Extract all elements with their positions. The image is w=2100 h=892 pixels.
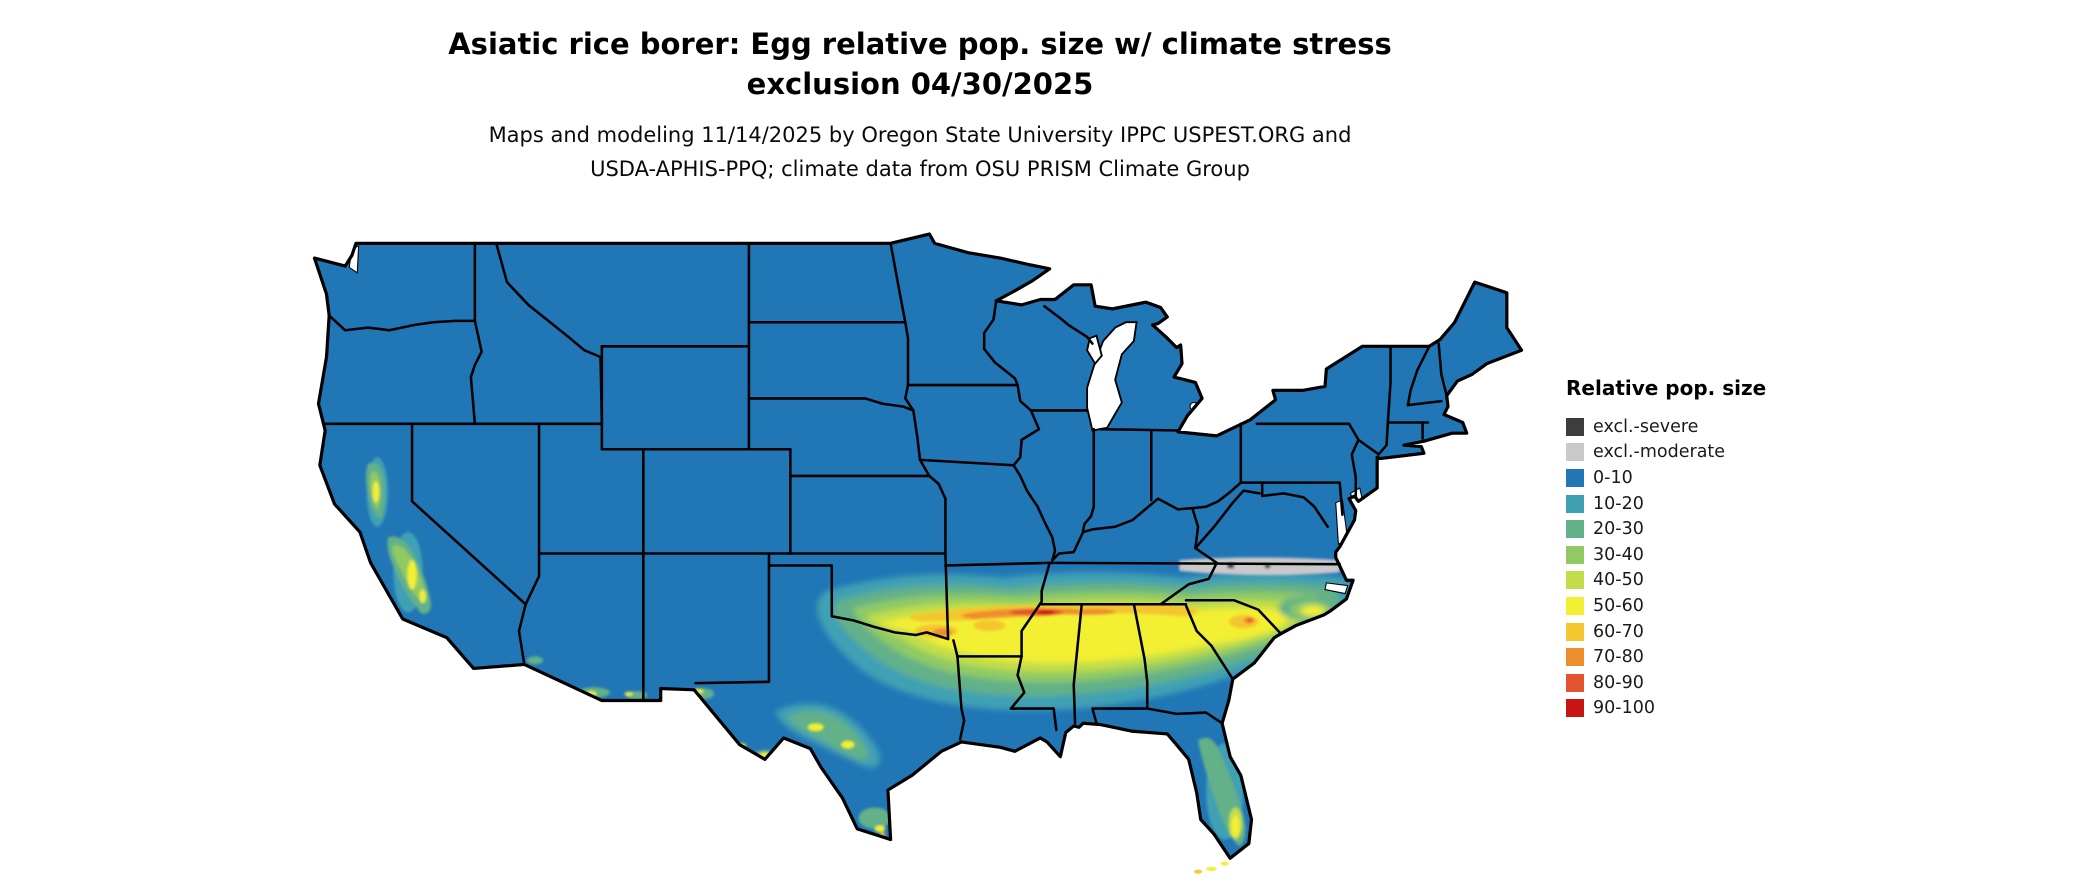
florida-keys [1194, 861, 1229, 874]
legend-label-excl_moderate: excl.-moderate [1593, 442, 1726, 463]
legend-swatch-b60_70 [1566, 622, 1584, 641]
figure-title-line2: exclusion 04/30/2025 [746, 67, 1094, 101]
legend-swatch-b10_20 [1566, 494, 1584, 513]
legend: Relative pop. size excl.-severe excl.-mod… [1566, 376, 1766, 721]
legend-item-b10_20: 10-20 [1566, 491, 1766, 517]
figure-subtitle-line2: USDA-APHIS-PPQ; climate data from OSU PR… [590, 157, 1250, 181]
figure-header: Asiatic rice borer: Egg relative pop. si… [0, 24, 1840, 186]
us-map-container [307, 230, 1525, 889]
legend-item-b60_70: 60-70 [1566, 619, 1766, 645]
legend-swatch-b90_100 [1566, 699, 1584, 718]
legend-item-b30_40: 30-40 [1566, 542, 1766, 568]
legend-items: excl.-severe excl.-moderate 0-10 10-20 20-30… [1566, 414, 1766, 721]
legend-label-b30_40: 30-40 [1593, 544, 1644, 565]
legend-item-b90_100: 90-100 [1566, 696, 1766, 722]
legend-item-b80_90: 80-90 [1566, 670, 1766, 696]
legend-swatch-b50_60 [1566, 596, 1584, 615]
land-base-0-10 [314, 234, 1522, 859]
map-raster-layers [314, 234, 1522, 859]
legend-swatch-excl_severe [1566, 417, 1584, 436]
legend-item-b0_10: 0-10 [1566, 465, 1766, 491]
conus-outline [312, 232, 1524, 860]
legend-swatch-excl_moderate [1566, 443, 1584, 462]
state-borders [323, 242, 1448, 741]
legend-swatch-b40_50 [1566, 571, 1584, 590]
legend-label-b0_10: 0-10 [1593, 467, 1633, 488]
legend-item-excl_moderate: excl.-moderate [1566, 440, 1766, 466]
legend-title: Relative pop. size [1566, 376, 1767, 400]
legend-swatch-b30_40 [1566, 545, 1584, 564]
legend-item-b70_80: 70-80 [1566, 644, 1766, 670]
figure-title-line1: Asiatic rice borer: Egg relative pop. si… [448, 27, 1392, 61]
legend-swatch-b70_80 [1566, 648, 1584, 667]
legend-swatch-b80_90 [1566, 673, 1584, 692]
pamlico-sound [1324, 582, 1349, 595]
legend-swatch-b0_10 [1566, 468, 1584, 487]
legend-label-b90_100: 90-100 [1593, 698, 1655, 719]
legend-swatch-b20_30 [1566, 520, 1584, 539]
legend-label-b40_50: 40-50 [1593, 570, 1644, 591]
legend-label-b50_60: 50-60 [1593, 595, 1644, 616]
legend-label-b20_30: 20-30 [1593, 519, 1644, 540]
legend-label-b60_70: 60-70 [1593, 621, 1644, 642]
figure-subtitle: Maps and modeling 11/14/2025 by Oregon S… [0, 118, 1840, 186]
legend-item-excl_severe: excl.-severe [1566, 414, 1766, 440]
figure-subtitle-line1: Maps and modeling 11/14/2025 by Oregon S… [488, 123, 1352, 147]
lake-michigan [1086, 321, 1138, 432]
legend-item-b40_50: 40-50 [1566, 568, 1766, 594]
legend-label-b10_20: 10-20 [1593, 493, 1644, 514]
legend-label-b80_90: 80-90 [1593, 672, 1644, 693]
legend-label-b70_80: 70-80 [1593, 647, 1644, 668]
us-map [312, 232, 1524, 874]
legend-item-b20_30: 20-30 [1566, 516, 1766, 542]
legend-item-b50_60: 50-60 [1566, 593, 1766, 619]
legend-label-excl_severe: excl.-severe [1593, 416, 1699, 437]
